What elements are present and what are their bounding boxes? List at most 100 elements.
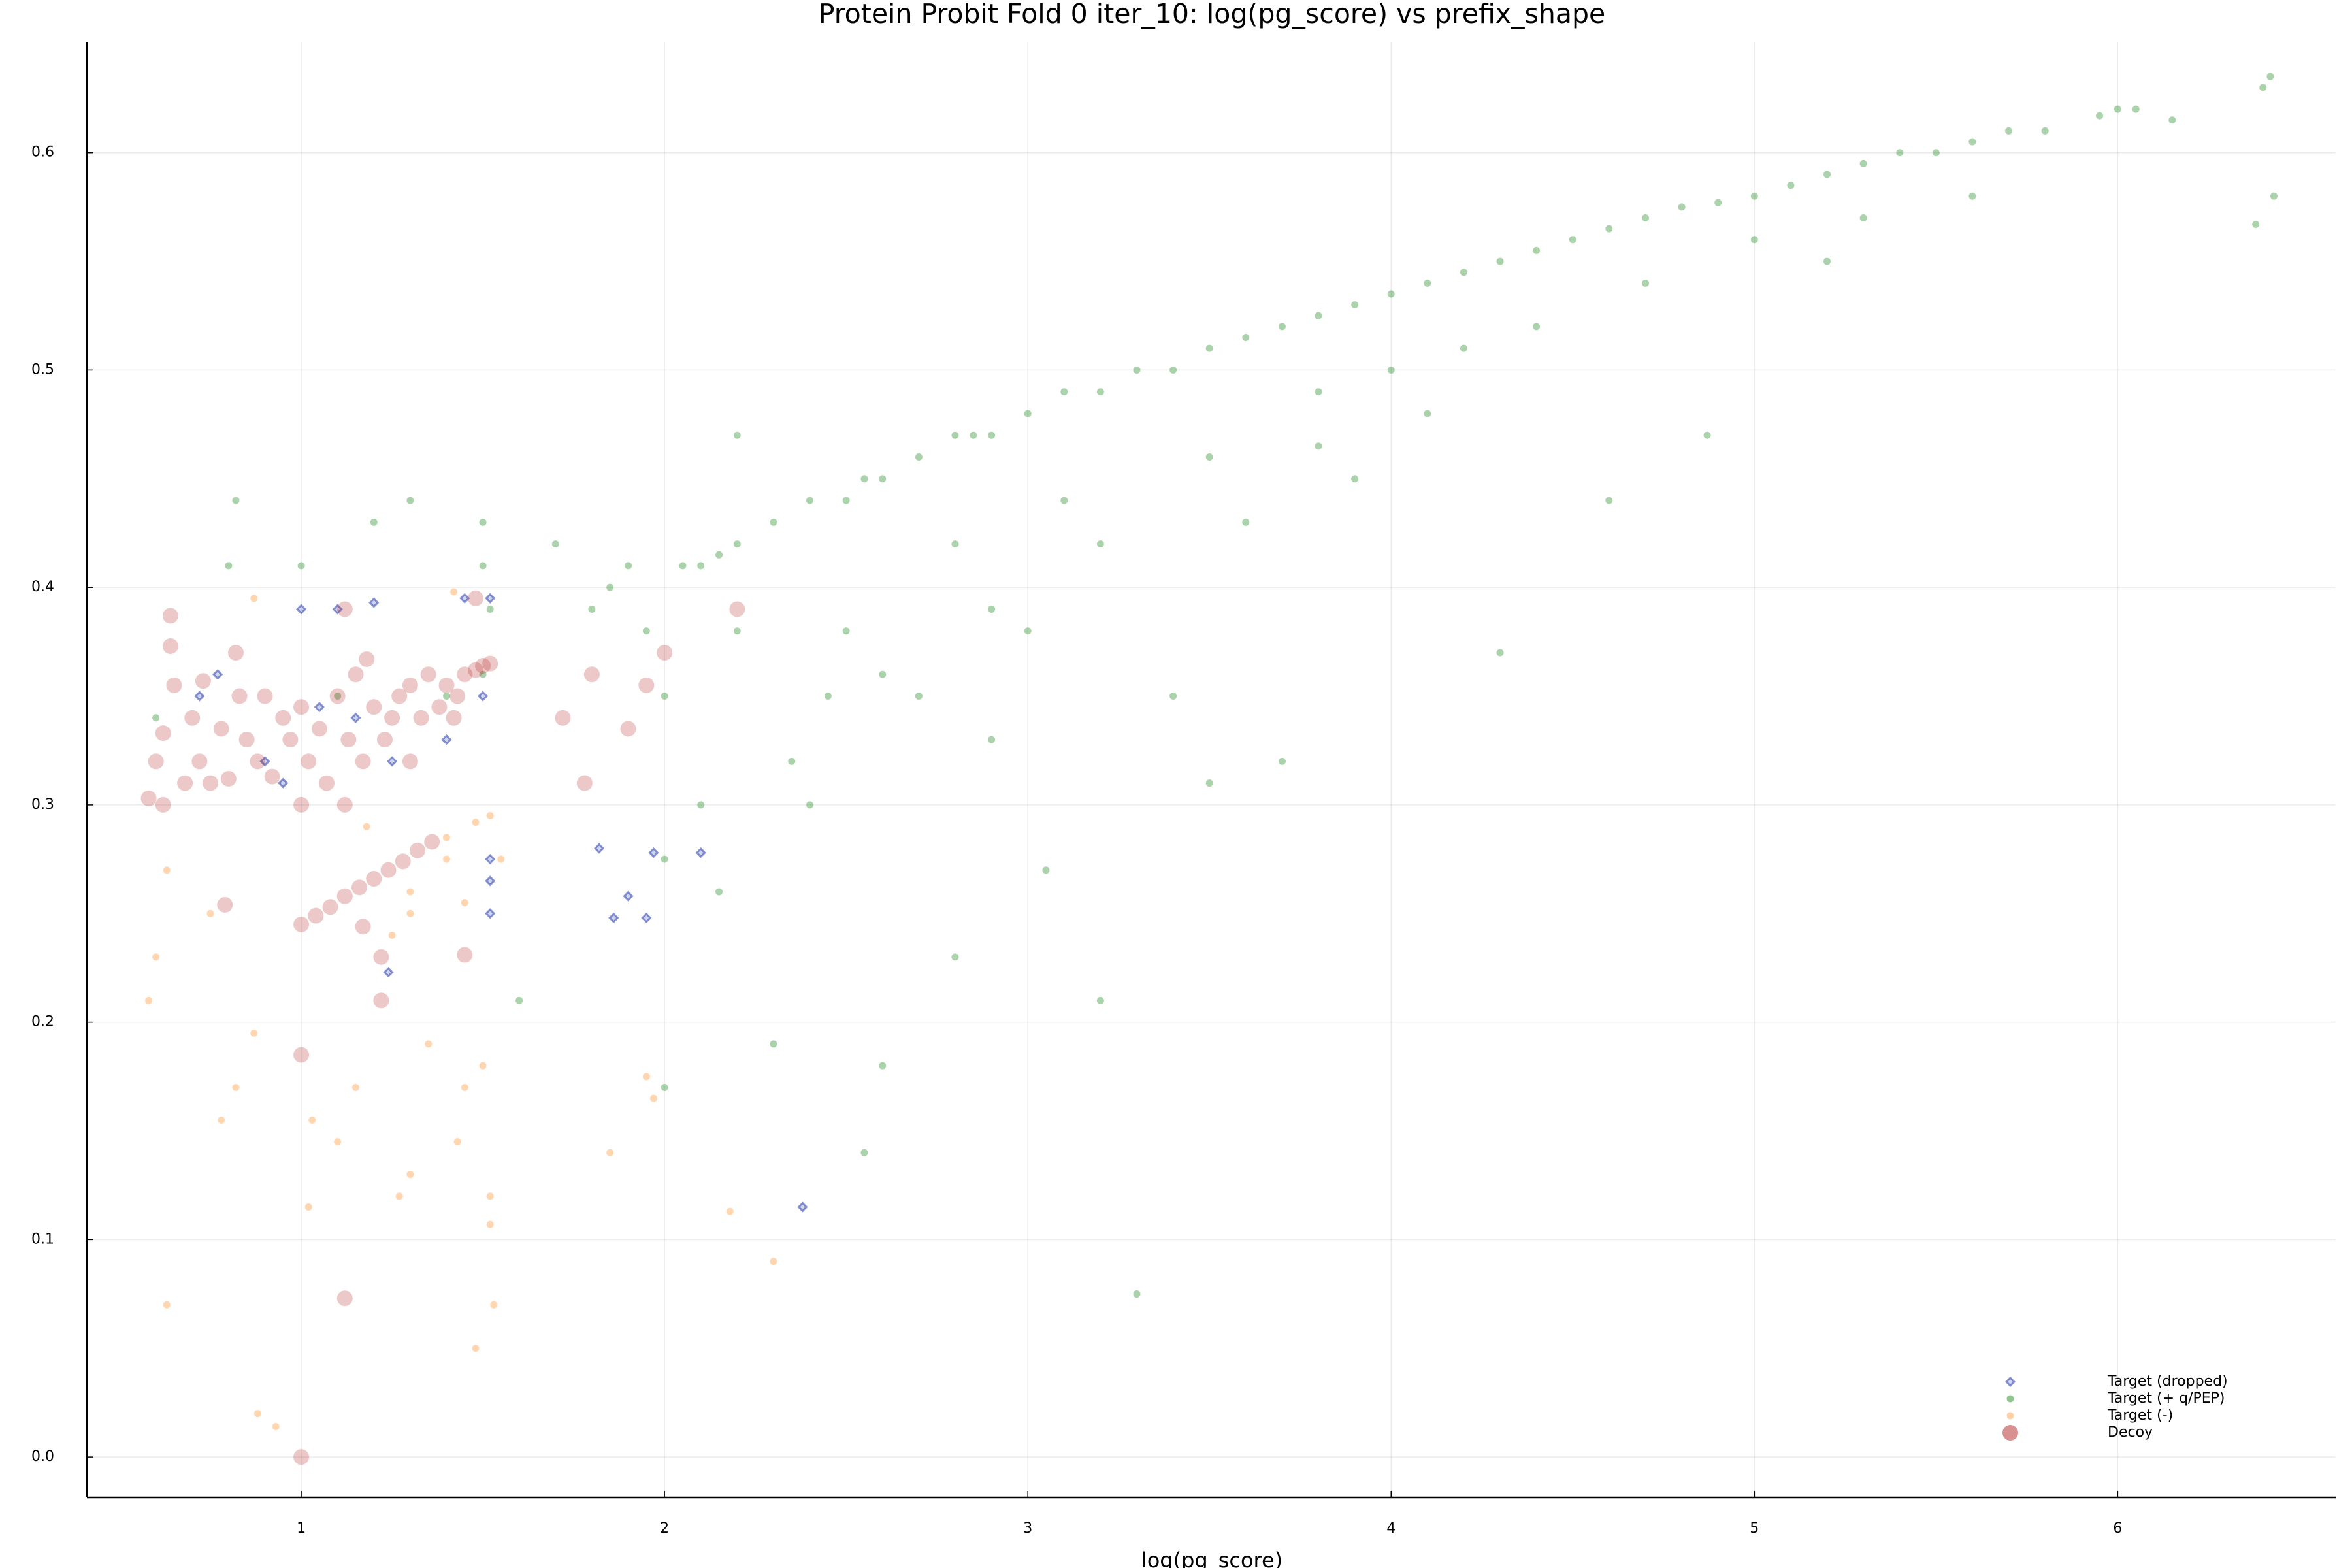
x-axis-label: log(pg_score) bbox=[1141, 1548, 1282, 1568]
point bbox=[1968, 138, 1976, 146]
point bbox=[467, 662, 483, 678]
point bbox=[366, 871, 382, 887]
y-tick-label: 0.6 bbox=[31, 144, 54, 161]
point bbox=[213, 721, 229, 737]
point bbox=[620, 721, 636, 737]
point bbox=[486, 1220, 494, 1228]
point bbox=[1315, 388, 1322, 396]
point bbox=[184, 710, 201, 726]
point bbox=[152, 714, 160, 722]
point bbox=[370, 518, 378, 526]
point bbox=[366, 699, 382, 715]
legend-label: Target (dropped) bbox=[2107, 1373, 2228, 1390]
point bbox=[355, 919, 371, 935]
point bbox=[308, 1116, 316, 1124]
point bbox=[860, 475, 868, 483]
point bbox=[191, 753, 208, 770]
point bbox=[485, 875, 496, 887]
point bbox=[1242, 334, 1250, 342]
point bbox=[657, 644, 673, 661]
point bbox=[477, 691, 489, 702]
point bbox=[770, 518, 777, 526]
point bbox=[593, 843, 605, 854]
point bbox=[555, 710, 571, 726]
point bbox=[163, 866, 171, 874]
point bbox=[649, 1094, 657, 1102]
legend-marker bbox=[2002, 1425, 2018, 1441]
point bbox=[1315, 442, 1322, 450]
point bbox=[608, 912, 619, 924]
point bbox=[431, 699, 448, 715]
point bbox=[951, 431, 959, 439]
point bbox=[695, 847, 706, 858]
point bbox=[355, 753, 371, 770]
point bbox=[295, 604, 307, 615]
point bbox=[915, 453, 923, 461]
point bbox=[218, 1116, 225, 1124]
point bbox=[155, 725, 171, 742]
point bbox=[145, 996, 153, 1004]
point bbox=[2259, 84, 2267, 91]
point bbox=[638, 677, 655, 693]
point bbox=[485, 908, 496, 919]
point bbox=[406, 1171, 414, 1179]
point bbox=[442, 855, 450, 863]
point bbox=[332, 604, 343, 615]
point bbox=[970, 431, 977, 439]
point bbox=[336, 1290, 353, 1307]
point bbox=[336, 888, 353, 904]
point bbox=[155, 796, 171, 813]
point bbox=[1060, 388, 1068, 396]
point bbox=[1169, 693, 1177, 700]
point bbox=[297, 562, 305, 570]
point bbox=[250, 1029, 258, 1037]
point bbox=[1896, 149, 1904, 157]
point bbox=[301, 753, 317, 770]
point bbox=[915, 693, 923, 700]
point bbox=[1605, 497, 1613, 504]
point bbox=[486, 1192, 494, 1200]
point bbox=[1133, 366, 1141, 374]
point bbox=[217, 896, 233, 913]
point bbox=[1096, 388, 1104, 396]
point bbox=[457, 666, 473, 683]
legend-marker bbox=[2006, 1412, 2014, 1420]
point bbox=[642, 627, 650, 635]
point bbox=[250, 753, 266, 770]
point bbox=[373, 992, 389, 1009]
point bbox=[1205, 779, 1213, 787]
x-tick-label: 6 bbox=[2113, 1520, 2122, 1537]
point bbox=[206, 909, 214, 917]
point bbox=[293, 1047, 310, 1063]
point bbox=[842, 627, 850, 635]
point bbox=[661, 855, 668, 863]
point bbox=[625, 562, 632, 570]
point bbox=[351, 879, 368, 896]
y-tick-label: 0.0 bbox=[31, 1448, 54, 1465]
legend-label: Target (-) bbox=[2107, 1407, 2173, 1424]
point bbox=[1859, 214, 1867, 222]
point bbox=[442, 834, 450, 841]
chart-title: Protein Probit Fold 0 iter_10: log(pg_sc… bbox=[819, 0, 1606, 29]
point bbox=[1387, 290, 1395, 298]
point bbox=[641, 912, 652, 924]
point bbox=[227, 644, 244, 661]
point bbox=[293, 1449, 310, 1465]
point bbox=[449, 688, 466, 704]
point bbox=[1968, 192, 1976, 200]
point bbox=[1787, 182, 1795, 189]
point bbox=[1678, 203, 1686, 211]
point bbox=[697, 801, 705, 809]
point bbox=[726, 1207, 734, 1215]
point bbox=[551, 540, 559, 548]
point bbox=[1424, 410, 1431, 417]
legend-label: Decoy bbox=[2108, 1424, 2153, 1441]
x-tick-label: 3 bbox=[1023, 1520, 1032, 1537]
point bbox=[148, 753, 164, 770]
point bbox=[293, 796, 310, 813]
point bbox=[293, 699, 310, 715]
point bbox=[1750, 192, 1758, 200]
point bbox=[486, 605, 494, 613]
point bbox=[479, 562, 487, 570]
point bbox=[373, 949, 389, 965]
